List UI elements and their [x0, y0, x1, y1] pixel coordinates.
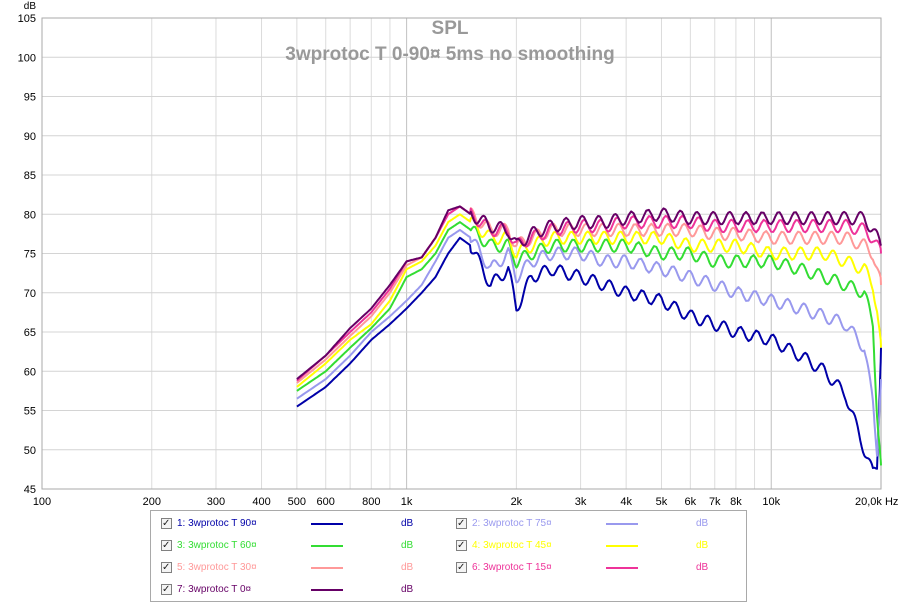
- chart-subtitle: 3wprotoc T 0-90¤ 5ms no smoothing: [285, 44, 614, 65]
- legend-item[interactable]: 7: 3wprotoc T 0¤ dB: [161, 581, 441, 599]
- legend-item[interactable]: 1: 3wprotoc T 90¤ dB: [161, 515, 441, 533]
- legend-checkbox[interactable]: [456, 515, 467, 533]
- series-line: [296, 213, 882, 388]
- legend-label: 6: 3wprotoc T 15¤: [472, 562, 552, 573]
- x-tick-label: 800: [362, 496, 380, 508]
- legend-swatch: [606, 545, 638, 547]
- x-tick-label: 300: [207, 496, 225, 508]
- legend-checkbox[interactable]: [161, 559, 172, 577]
- y-tick-label: 95: [24, 92, 36, 104]
- x-tick-label: 200: [143, 496, 161, 508]
- legend-label: 3: 3wprotoc T 60¤: [177, 540, 257, 551]
- legend-swatch: [311, 567, 343, 569]
- legend-item[interactable]: 5: 3wprotoc T 30¤ dB: [161, 559, 441, 577]
- y-tick-label: 70: [24, 288, 36, 300]
- x-tick-label: 8k: [730, 496, 742, 508]
- legend-checkbox[interactable]: [456, 559, 467, 577]
- legend-item[interactable]: 2: 3wprotoc T 75¤ dB: [456, 515, 736, 533]
- legend: 1: 3wprotoc T 90¤dB2: 3wprotoc T 75¤dB3:…: [150, 510, 747, 602]
- y-tick-label: 55: [24, 406, 36, 418]
- y-tick-label: 90: [24, 131, 36, 143]
- series-line: [296, 236, 882, 470]
- legend-label: 1: 3wprotoc T 90¤: [177, 518, 257, 529]
- legend-swatch: [311, 523, 343, 525]
- series-line: [296, 228, 882, 457]
- legend-unit: dB: [401, 562, 414, 573]
- legend-unit: dB: [401, 540, 414, 551]
- legend-label: 4: 3wprotoc T 45¤: [472, 540, 552, 551]
- legend-item[interactable]: 4: 3wprotoc T 45¤ dB: [456, 537, 736, 555]
- legend-label: 5: 3wprotoc T 30¤: [177, 562, 257, 573]
- x-tick-label: 500: [288, 496, 306, 508]
- chart-title: SPL: [432, 18, 469, 39]
- series-line: [296, 221, 882, 466]
- legend-unit: dB: [401, 584, 414, 595]
- x-tick-label: 10k: [762, 496, 780, 508]
- y-tick-label: 50: [24, 445, 36, 457]
- x-tick-label: 100: [33, 496, 51, 508]
- y-tick-label: 75: [24, 249, 36, 261]
- legend-swatch: [311, 589, 343, 591]
- x-tick-label: 20,0k Hz: [855, 496, 898, 508]
- legend-item[interactable]: 3: 3wprotoc T 60¤ dB: [161, 537, 441, 555]
- x-tick-label: 600: [317, 496, 335, 508]
- x-tick-label: 7k: [709, 496, 721, 508]
- x-tick-label: 1k: [401, 496, 413, 508]
- y-tick-label: 45: [24, 484, 36, 496]
- legend-unit: dB: [696, 540, 709, 551]
- legend-checkbox[interactable]: [161, 581, 172, 599]
- y-tick-label: 60: [24, 366, 36, 378]
- legend-label: 7: 3wprotoc T 0¤: [177, 584, 252, 595]
- legend-label: 2: 3wprotoc T 75¤: [472, 518, 552, 529]
- x-tick-label: 400: [252, 496, 270, 508]
- y-tick-label: 85: [24, 170, 36, 182]
- legend-swatch: [606, 523, 638, 525]
- y-axis-label: dB: [24, 1, 37, 12]
- x-tick-label: 4k: [620, 496, 632, 508]
- x-tick-label: 5k: [656, 496, 668, 508]
- legend-swatch: [311, 545, 343, 547]
- legend-item[interactable]: 6: 3wprotoc T 15¤ dB: [456, 559, 736, 577]
- y-tick-label: 105: [18, 13, 36, 25]
- legend-unit: dB: [401, 518, 414, 529]
- x-tick-label: 3k: [575, 496, 587, 508]
- legend-unit: dB: [696, 562, 709, 573]
- legend-unit: dB: [696, 518, 709, 529]
- series-line: [296, 205, 882, 380]
- legend-checkbox[interactable]: [161, 537, 172, 555]
- legend-swatch: [606, 567, 638, 569]
- y-tick-label: 65: [24, 327, 36, 339]
- series-lines: [296, 205, 882, 470]
- y-axis-ticks: 45 50 55 60 65 70 75 80 85 90 95 100 105: [18, 13, 36, 496]
- x-tick-label: 2k: [511, 496, 523, 508]
- y-tick-label: 100: [18, 52, 36, 64]
- grid: [41, 17, 882, 490]
- legend-checkbox[interactable]: [456, 537, 467, 555]
- x-tick-label: 6k: [685, 496, 697, 508]
- x-axis-ticks: 100 200 300 400 500 600 800 1k 2k 3k 4k 5k 6k 7k 8k 10k…: [33, 496, 899, 508]
- y-tick-label: 80: [24, 209, 36, 221]
- legend-checkbox[interactable]: [161, 515, 172, 533]
